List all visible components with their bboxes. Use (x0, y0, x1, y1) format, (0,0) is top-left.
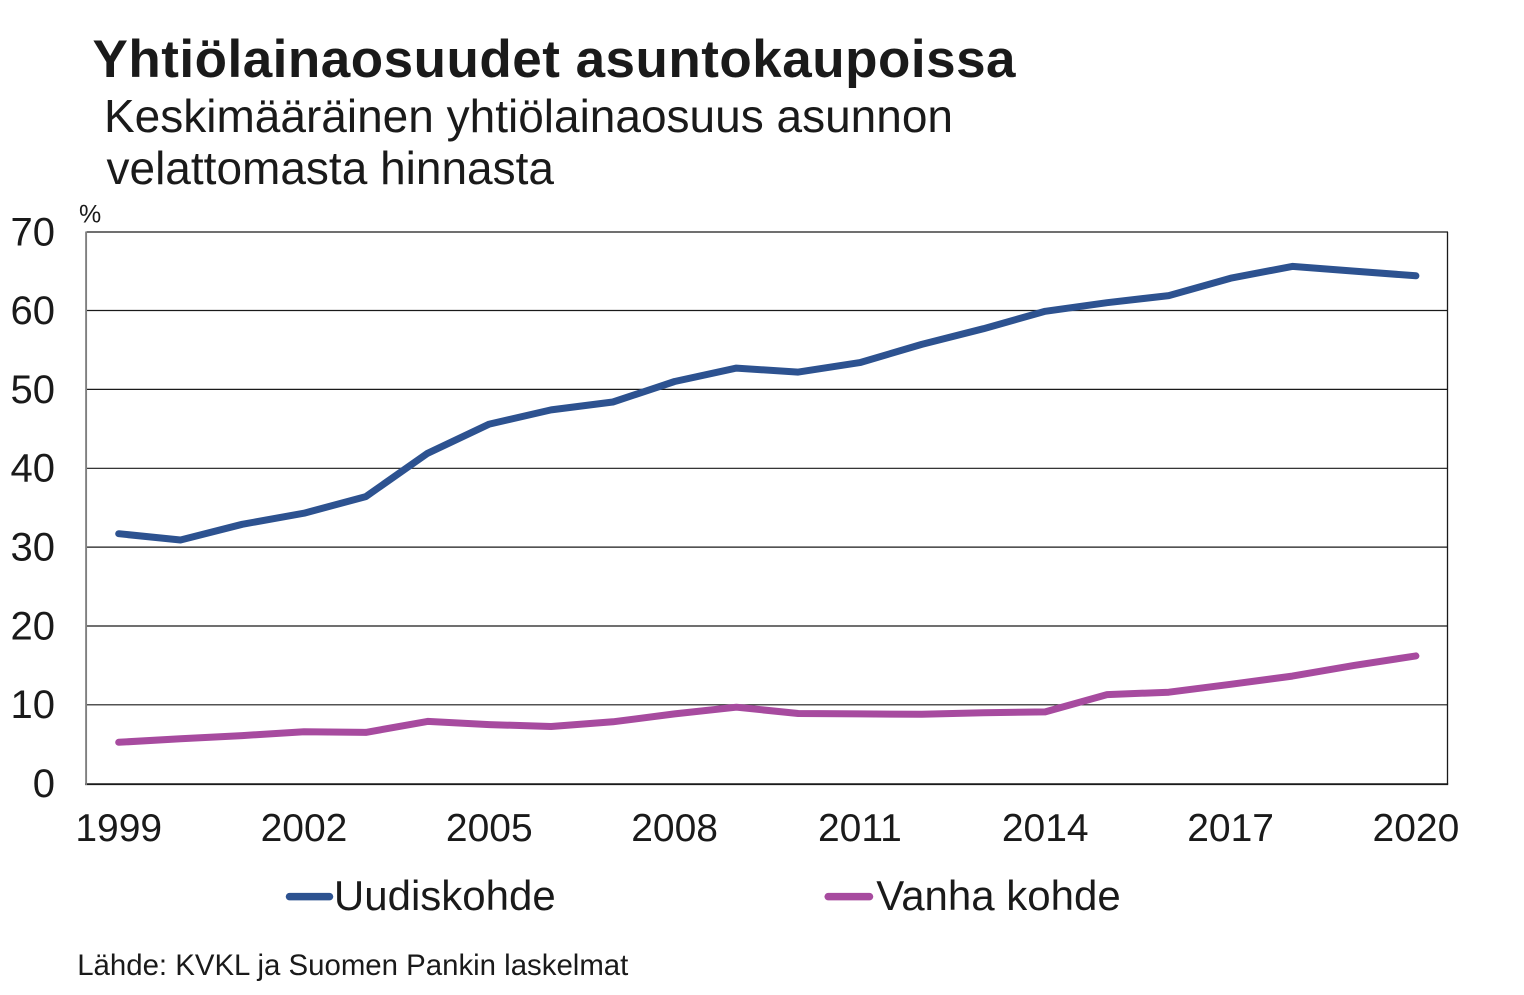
svg-text:2020: 2020 (1373, 807, 1460, 850)
svg-text:Keskimääräinen yhtiölainaosuus: Keskimääräinen yhtiölainaosuus asunnon (104, 90, 953, 142)
svg-text:Vanha kohde: Vanha kohde (876, 872, 1120, 919)
svg-text:2008: 2008 (631, 807, 718, 850)
svg-text:50: 50 (11, 368, 56, 412)
svg-text:40: 40 (11, 447, 56, 491)
svg-text:Uudiskohde: Uudiskohde (334, 872, 556, 919)
svg-text:2017: 2017 (1187, 807, 1274, 850)
svg-text:%: % (79, 200, 101, 228)
svg-text:2002: 2002 (261, 807, 348, 850)
svg-text:10: 10 (11, 683, 56, 727)
svg-text:2011: 2011 (818, 807, 902, 850)
svg-text:20: 20 (11, 604, 56, 648)
svg-text:0: 0 (33, 762, 55, 806)
svg-text:30: 30 (11, 526, 56, 570)
svg-text:Yhtiölainaosuudet asuntokaupoi: Yhtiölainaosuudet asuntokaupoissa (93, 30, 1017, 89)
svg-text:60: 60 (11, 289, 56, 333)
svg-text:Lähde: KVKL ja Suomen Pankin l: Lähde: KVKL ja Suomen Pankin laskelmat (77, 949, 628, 982)
svg-text:1999: 1999 (75, 807, 162, 850)
svg-text:70: 70 (11, 210, 56, 254)
svg-text:2014: 2014 (1002, 807, 1089, 850)
svg-text:2005: 2005 (446, 807, 533, 850)
svg-text:velattomasta hinnasta: velattomasta hinnasta (107, 142, 555, 194)
